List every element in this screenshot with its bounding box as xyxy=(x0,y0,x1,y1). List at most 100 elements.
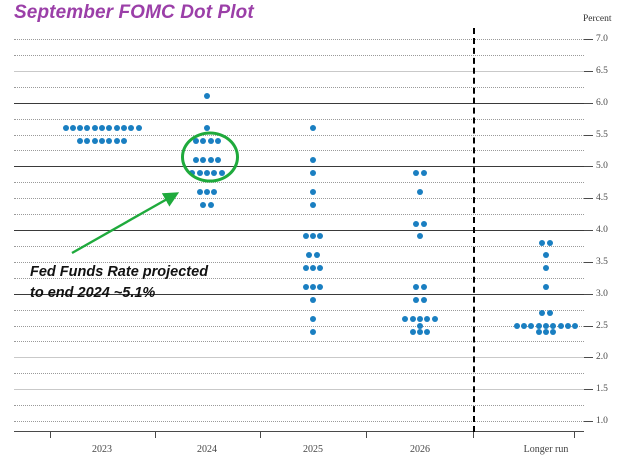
gridline xyxy=(14,118,584,120)
projection-dot xyxy=(120,137,127,144)
gridline xyxy=(14,277,584,279)
gridline xyxy=(14,261,584,263)
projection-dot xyxy=(420,169,427,176)
gridline xyxy=(14,421,584,422)
projection-dot xyxy=(135,125,142,132)
projection-dot xyxy=(409,316,416,323)
projection-dot xyxy=(310,156,316,163)
projection-dot xyxy=(113,137,120,144)
gridline xyxy=(14,357,584,359)
projection-dot xyxy=(200,201,207,208)
gridline xyxy=(14,389,584,391)
y-axis-tick-label: 2.0 xyxy=(596,352,608,363)
gridline xyxy=(14,39,584,40)
gridline xyxy=(14,54,584,56)
gridline xyxy=(14,373,584,375)
projection-dot xyxy=(84,137,91,144)
longer-run-divider xyxy=(473,28,475,432)
projection-dot xyxy=(417,328,423,335)
projection-dot xyxy=(310,297,316,304)
y-axis-tick xyxy=(584,389,593,391)
annotation-line-1: Fed Funds Rate projected xyxy=(30,264,209,280)
projection-dot xyxy=(310,284,316,291)
projection-dot xyxy=(317,265,324,272)
x-axis-tick xyxy=(260,432,261,438)
gridline xyxy=(14,70,584,72)
x-axis-line xyxy=(14,431,584,432)
projection-dot xyxy=(550,322,557,329)
y-axis-tick xyxy=(584,166,593,168)
projection-dot xyxy=(310,169,316,176)
projection-dot xyxy=(196,188,203,195)
y-axis-tick-label: 1.5 xyxy=(596,384,608,395)
projection-dot xyxy=(302,284,309,291)
plot-area xyxy=(14,28,584,438)
y-axis-tick-label: 4.0 xyxy=(596,225,608,235)
projection-dot xyxy=(572,322,579,329)
gridline xyxy=(14,86,584,88)
projection-dot xyxy=(204,125,210,132)
y-axis-tick xyxy=(584,357,593,359)
projection-dot xyxy=(543,322,549,329)
page-title: September FOMC Dot Plot xyxy=(14,2,254,23)
projection-dot xyxy=(550,328,557,335)
projection-dot xyxy=(564,322,571,329)
projection-dot xyxy=(535,328,542,335)
projection-dot xyxy=(62,125,69,132)
projection-dot xyxy=(543,252,549,259)
x-axis-tick xyxy=(50,432,51,438)
x-axis-tick xyxy=(473,432,474,438)
projection-dot xyxy=(91,137,98,144)
gridline xyxy=(14,309,584,311)
projection-dot xyxy=(535,322,542,329)
projection-dot xyxy=(413,297,420,304)
projection-dot xyxy=(310,233,316,240)
projection-dot xyxy=(211,188,218,195)
gridline xyxy=(14,405,584,407)
projection-dot xyxy=(409,328,416,335)
y-axis-unit-label: Percent xyxy=(583,14,612,24)
projection-dot xyxy=(69,125,76,132)
gridline xyxy=(14,134,584,136)
projection-dot xyxy=(204,188,210,195)
projection-dot xyxy=(413,169,420,176)
projection-dot xyxy=(317,233,324,240)
y-axis-tick xyxy=(584,325,593,327)
x-axis-tick-label: 2024 xyxy=(197,444,217,455)
projection-dot xyxy=(317,284,324,291)
projection-dot xyxy=(521,322,528,329)
projection-dot xyxy=(413,220,420,227)
projection-dot xyxy=(417,316,423,323)
projection-dot xyxy=(310,125,316,132)
y-axis-tick-label: 7.0 xyxy=(596,34,608,44)
projection-dot xyxy=(310,201,316,208)
projection-dot xyxy=(106,125,113,132)
projection-dot xyxy=(99,125,105,132)
projection-dot xyxy=(128,125,135,132)
projection-dot xyxy=(106,137,113,144)
projection-dot xyxy=(557,322,564,329)
projection-dot xyxy=(413,284,420,291)
gridline xyxy=(14,166,584,168)
projection-dot xyxy=(417,233,423,240)
y-axis-tick-label: 3.0 xyxy=(596,288,608,299)
projection-dot xyxy=(402,316,409,323)
projection-dot xyxy=(207,201,214,208)
y-axis-tick xyxy=(584,70,593,72)
projection-dot xyxy=(417,188,423,195)
projection-dot xyxy=(306,252,313,259)
gridline xyxy=(14,230,584,231)
projection-dot xyxy=(310,265,316,272)
gridline xyxy=(14,150,584,152)
y-axis-tick-label: 6.0 xyxy=(596,97,608,108)
projection-dot xyxy=(120,125,127,132)
y-axis-tick-label: 3.5 xyxy=(596,256,608,267)
projection-dot xyxy=(539,239,546,246)
projection-dot xyxy=(302,265,309,272)
projection-dot xyxy=(424,328,431,335)
projection-dot xyxy=(546,239,553,246)
projection-dot xyxy=(543,284,549,291)
x-axis-tick xyxy=(366,432,367,438)
projection-dot xyxy=(313,252,320,259)
